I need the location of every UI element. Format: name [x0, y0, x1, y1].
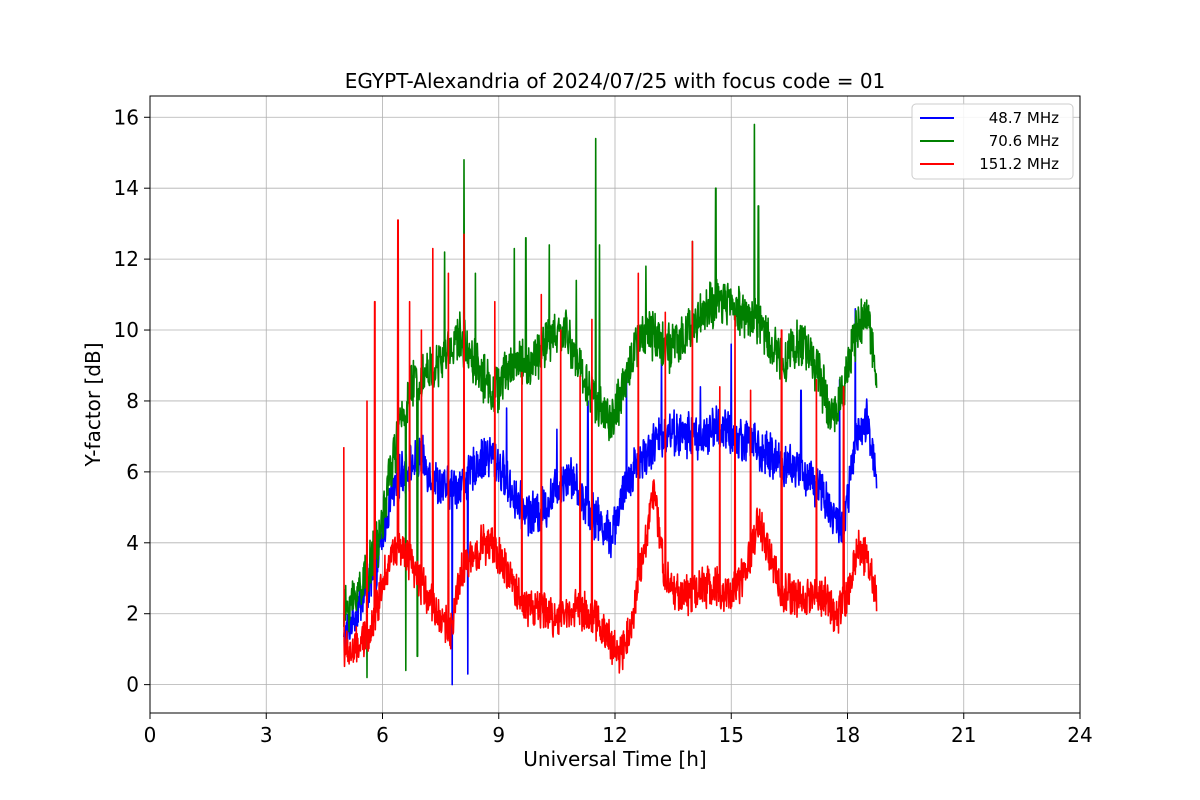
x-tick-label: 3 — [260, 723, 273, 747]
chart-title: EGYPT-Alexandria of 2024/07/25 with focu… — [345, 69, 886, 93]
legend-label: 70.6 MHz — [989, 132, 1059, 150]
y-tick-label: 6 — [126, 460, 139, 484]
y-tick-label: 12 — [114, 247, 139, 271]
series-line-2 — [343, 219, 878, 674]
series-lines — [343, 123, 878, 686]
x-axis-label: Universal Time [h] — [523, 747, 706, 771]
y-tick-label: 14 — [114, 176, 139, 200]
y-tick-label: 2 — [126, 602, 139, 626]
x-tick-label: 9 — [492, 723, 505, 747]
legend: 48.7 MHz 70.6 MHz 151.2 MHz — [911, 103, 1074, 180]
legend-label: 151.2 MHz — [979, 155, 1059, 173]
x-tick-label: 6 — [376, 723, 389, 747]
y-tick-label: 8 — [126, 389, 139, 413]
y-tick-label: 10 — [114, 318, 139, 342]
y-tick-label: 0 — [126, 673, 139, 697]
y-tick-label: 16 — [114, 105, 139, 129]
x-tick-label: 21 — [951, 723, 976, 747]
y-axis-label: Y-factor [dB] — [81, 342, 105, 467]
x-tick-label: 15 — [719, 723, 744, 747]
x-tick-label: 24 — [1067, 723, 1092, 747]
legend-box — [911, 103, 1074, 180]
x-tick-label: 18 — [835, 723, 860, 747]
x-tick-label: 12 — [602, 723, 627, 747]
x-tick-label: 0 — [144, 723, 157, 747]
y-tick-label: 4 — [126, 531, 139, 555]
legend-label: 48.7 MHz — [989, 109, 1059, 127]
